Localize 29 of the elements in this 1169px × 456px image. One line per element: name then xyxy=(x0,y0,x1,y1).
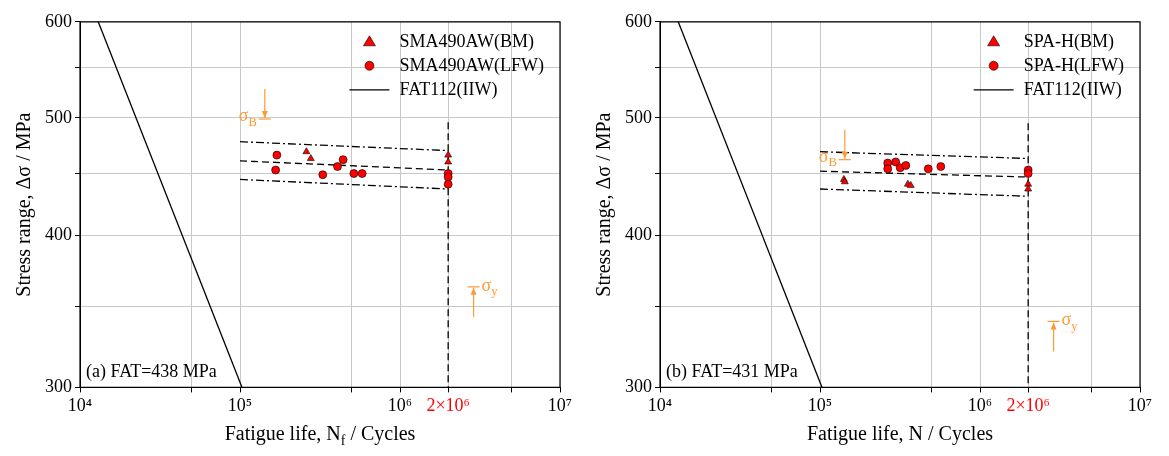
y-tick-label: 300 xyxy=(45,376,72,397)
legend-label: SPA-H(LFW) xyxy=(1023,54,1125,76)
x-tick-label: 10⁷ xyxy=(1127,394,1153,415)
annotation: (a) FAT=438 MPa xyxy=(86,361,217,383)
y-tick-label: 500 xyxy=(45,106,72,127)
y-tick-label: 500 xyxy=(625,106,652,127)
legend-label: SMA490AW(LFW) xyxy=(399,54,545,76)
legend-label: FAT112(IIW) xyxy=(399,78,498,100)
y-axis-title: Stress range, Δσ / MPa xyxy=(12,112,35,297)
x-tick-label: 2×10⁶ xyxy=(1006,394,1050,415)
x-tick-label: 10⁴ xyxy=(67,394,93,415)
y-tick-label: 400 xyxy=(625,224,652,245)
y-tick-label: 400 xyxy=(45,224,72,245)
x-tick-label: 10⁵ xyxy=(227,394,253,415)
legend-label: SPA-H(BM) xyxy=(1023,30,1115,52)
x-tick-label: 10⁷ xyxy=(547,394,573,415)
x-tick-label: 10⁶ xyxy=(967,394,993,415)
y-tick-label: 600 xyxy=(45,10,72,31)
x-tick-label: 10⁶ xyxy=(387,394,413,415)
legend-label: SMA490AW(BM) xyxy=(399,30,535,52)
x-tick-label: 10⁴ xyxy=(647,394,673,415)
annotation: (b) FAT=431 MPa xyxy=(666,361,798,383)
legend-label: FAT112(IIW) xyxy=(1023,78,1122,100)
x-axis-title: Fatigue life, N / Cycles xyxy=(806,422,994,445)
x-tick-label: 2×10⁶ xyxy=(426,394,470,415)
y-tick-label: 300 xyxy=(625,376,652,397)
y-tick-label: 600 xyxy=(625,10,652,31)
x-tick-label: 10⁵ xyxy=(807,394,833,415)
y-axis-title: Stress range, Δσ / MPa xyxy=(592,112,615,297)
